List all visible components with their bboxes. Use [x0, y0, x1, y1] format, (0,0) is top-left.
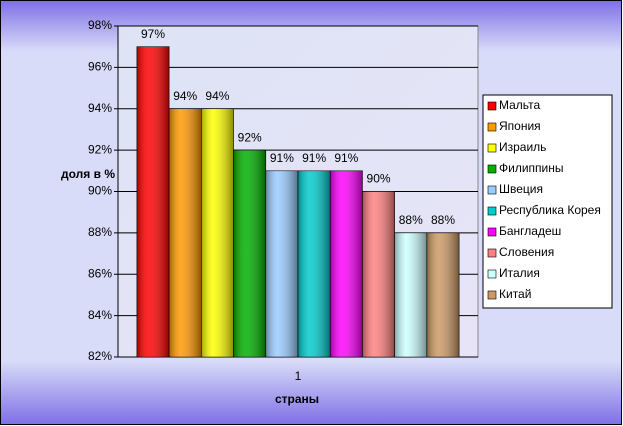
bar [201, 108, 234, 358]
data-label: 90% [367, 172, 391, 186]
data-label: 94% [205, 89, 229, 103]
legend-label: Филиппины [499, 161, 563, 175]
legend-swatch [487, 122, 497, 132]
data-label: 91% [334, 151, 358, 165]
legend [482, 94, 613, 309]
bar [297, 170, 331, 358]
legend-label: Словения [499, 245, 554, 259]
y-tick-label: 96% [88, 60, 112, 74]
y-tick-label: 94% [88, 101, 112, 115]
y-tick-label: 82% [88, 349, 112, 363]
data-label: 91% [270, 151, 294, 165]
legend-swatch [487, 143, 497, 153]
y-tick-label: 90% [88, 184, 112, 198]
bar [426, 232, 460, 358]
legend-label: Китай [499, 287, 531, 301]
legend-label: Мальта [499, 98, 540, 112]
data-label: 94% [173, 89, 197, 103]
y-tick-label: 86% [88, 266, 112, 280]
legend-label: Италия [499, 266, 540, 280]
legend-label: Республика Корея [499, 203, 601, 217]
data-label: 91% [302, 151, 326, 165]
bar [394, 232, 428, 358]
legend-swatch [487, 290, 497, 300]
legend-swatch [487, 101, 497, 111]
x-tick-label: 1 [295, 369, 302, 383]
bar [233, 149, 267, 358]
y-tick-label: 84% [88, 308, 112, 322]
legend-label: Швеция [499, 182, 543, 196]
y-axis-label: доля в % [61, 167, 115, 181]
data-label: 88% [399, 213, 423, 227]
y-tick-label: 88% [88, 225, 112, 239]
y-tick-label: 92% [88, 142, 112, 156]
legend-swatch [487, 269, 497, 279]
legend-swatch [487, 206, 497, 216]
bar [136, 46, 170, 358]
legend-swatch [487, 248, 497, 258]
legend-swatch [487, 164, 497, 174]
y-tick-label: 98% [88, 18, 112, 32]
legend-swatch [487, 185, 497, 195]
data-label: 97% [141, 27, 165, 41]
data-label: 92% [238, 130, 262, 144]
bar [265, 170, 299, 358]
bar [168, 108, 202, 358]
bar [362, 191, 395, 358]
legend-label: Бангладеш [499, 224, 561, 238]
bar [329, 170, 363, 358]
legend-label: Япония [499, 119, 541, 133]
data-label: 88% [431, 213, 455, 227]
legend-label: Израиль [499, 140, 546, 154]
legend-swatch [487, 227, 497, 237]
x-axis-label: страны [275, 392, 319, 406]
